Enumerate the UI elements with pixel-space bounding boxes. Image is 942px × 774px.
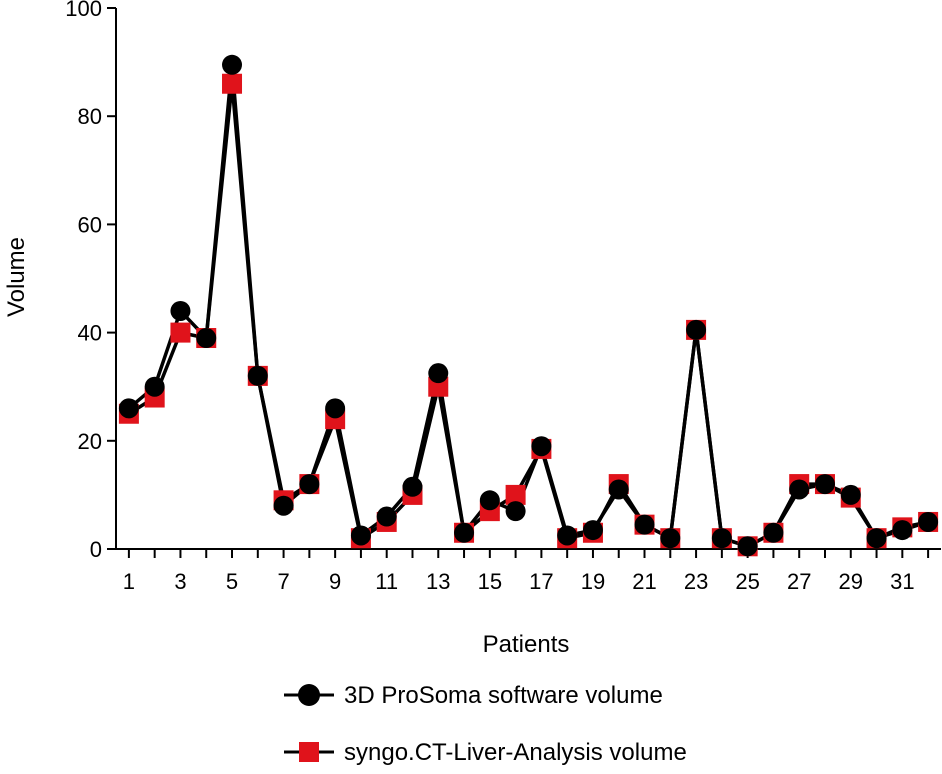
- data-point-prosoma: [711, 528, 732, 549]
- data-point-prosoma: [660, 528, 681, 549]
- data-point-prosoma: [608, 479, 629, 500]
- legend-item-prosoma: 3D ProSoma software volume: [284, 682, 663, 709]
- data-point-prosoma: [505, 501, 526, 522]
- data-point-prosoma: [686, 319, 707, 340]
- x-ticks: 1 3 5 7 9 11 13 15 17 19 21 23 25 27 29 31: [123, 549, 930, 594]
- legend-label-syngo: syngo.CT-Liver-Analysis volume: [344, 739, 687, 766]
- y-ticks: 0 20 40 60 80 100: [65, 0, 116, 562]
- y-tick-label: 40: [78, 321, 102, 346]
- data-point-prosoma: [479, 490, 500, 511]
- axes: [115, 8, 941, 550]
- data-point-syngo: [170, 322, 191, 343]
- y-tick-label: 20: [78, 429, 102, 454]
- x-tick-label: 11: [375, 569, 398, 594]
- x-tick-label: 1: [123, 569, 135, 594]
- x-tick-label: 27: [787, 569, 811, 594]
- data-point-prosoma: [170, 300, 191, 321]
- data-point-prosoma: [247, 365, 268, 386]
- data-point-prosoma: [428, 363, 449, 384]
- legend-circle-marker: [298, 684, 320, 706]
- data-point-prosoma: [325, 398, 346, 419]
- x-tick-label: 29: [839, 569, 863, 594]
- x-tick-label: 23: [684, 569, 708, 594]
- y-tick-label: 100: [65, 0, 102, 21]
- series-line-prosoma: [127, 63, 929, 549]
- y-tick-label: 0: [90, 537, 102, 562]
- series-layer: [118, 54, 939, 557]
- y-axis-label: Volume: [3, 237, 30, 317]
- data-point-prosoma: [531, 436, 552, 457]
- data-point-prosoma: [892, 520, 913, 541]
- data-point-prosoma: [789, 479, 810, 500]
- x-tick-label: 21: [632, 569, 656, 594]
- data-point-prosoma: [814, 474, 835, 495]
- data-point-syngo: [222, 73, 243, 94]
- data-point-prosoma: [350, 525, 371, 546]
- data-point-prosoma: [299, 474, 320, 495]
- data-point-prosoma: [376, 506, 397, 527]
- x-tick-label: 17: [529, 569, 553, 594]
- data-point-prosoma: [402, 476, 423, 497]
- x-tick-label: 9: [329, 569, 341, 594]
- x-tick-label: 15: [478, 569, 502, 594]
- legend-label-prosoma: 3D ProSoma software volume: [344, 682, 663, 709]
- data-point-prosoma: [582, 520, 603, 541]
- y-tick-label: 80: [78, 104, 102, 129]
- legend: 3D ProSoma software volume syngo.CT-Live…: [284, 682, 687, 766]
- data-point-prosoma: [737, 536, 758, 557]
- x-tick-label: 3: [174, 569, 186, 594]
- data-point-prosoma: [634, 514, 655, 535]
- data-point-prosoma: [222, 54, 243, 75]
- y-tick-label: 60: [78, 212, 102, 237]
- data-point-prosoma: [196, 328, 217, 349]
- data-point-prosoma: [918, 511, 939, 532]
- data-point-prosoma: [840, 484, 861, 505]
- x-tick-label: 13: [426, 569, 450, 594]
- data-point-prosoma: [866, 528, 887, 549]
- x-tick-label: 25: [735, 569, 759, 594]
- x-tick-label: 19: [581, 569, 605, 594]
- data-point-syngo: [505, 484, 526, 505]
- x-tick-label: 5: [226, 569, 238, 594]
- legend-square-marker: [299, 742, 319, 762]
- data-point-prosoma: [118, 398, 139, 419]
- x-axis-label: Patients: [483, 631, 570, 658]
- x-tick-label: 31: [890, 569, 914, 594]
- data-point-prosoma: [273, 495, 294, 516]
- legend-item-syngo: syngo.CT-Liver-Analysis volume: [284, 739, 687, 766]
- x-tick-label: 7: [277, 569, 289, 594]
- data-point-prosoma: [763, 522, 784, 543]
- data-point-prosoma: [557, 525, 578, 546]
- data-point-prosoma: [144, 376, 165, 397]
- data-point-prosoma: [454, 522, 475, 543]
